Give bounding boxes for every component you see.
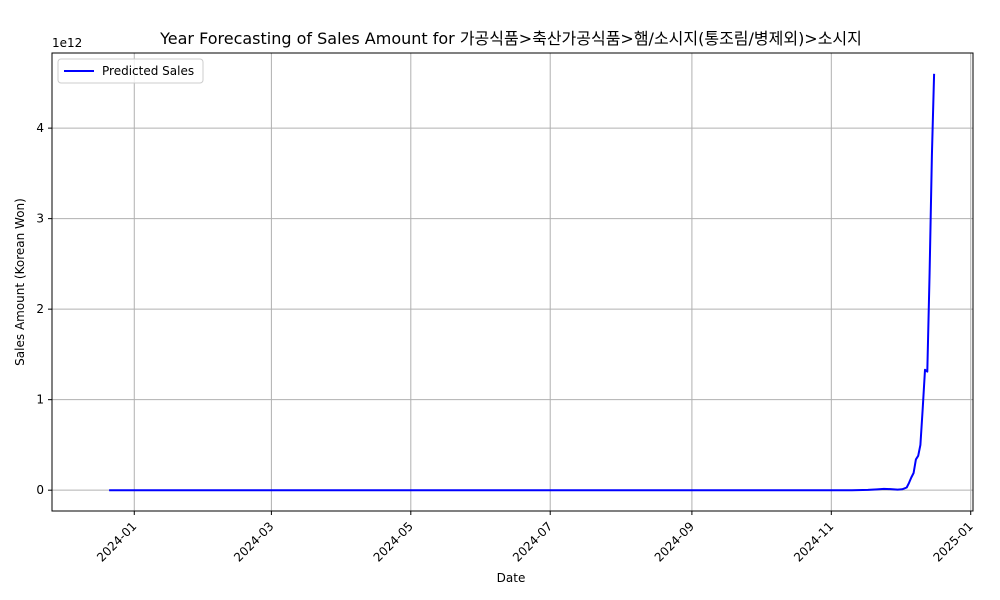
plot-frame — [51, 52, 974, 512]
y-axis: 0 1 2 3 4 — [36, 121, 52, 497]
x-axis: 2024-01 2024-03 2024-05 2024-07 2024-09 2024-… — [94, 511, 976, 565]
y-offset-label: 1e12 — [52, 36, 82, 50]
x-tick-label: 2024-09 — [652, 519, 697, 564]
series-group — [109, 73, 936, 492]
x-tick-label: 2024-07 — [510, 519, 555, 564]
x-tick-label: 2024-03 — [231, 519, 276, 564]
chart-title: Year Forecasting of Sales Amount for 가공식… — [159, 29, 862, 48]
y-tick-label: 3 — [36, 212, 44, 226]
grid — [52, 53, 973, 511]
x-tick-label: 2025-01 — [930, 519, 975, 564]
x-tick-label: 2024-05 — [371, 519, 416, 564]
x-tick-label: 2024-01 — [94, 519, 139, 564]
legend-label: Predicted Sales — [102, 64, 194, 78]
y-axis-label: Sales Amount (Korean Won) — [13, 198, 27, 366]
y-tick-label: 2 — [36, 302, 44, 316]
y-tick-label: 0 — [36, 483, 44, 497]
y-tick-label: 4 — [36, 121, 44, 135]
series-line-predicted-sales — [109, 73, 936, 492]
legend: Predicted Sales — [57, 58, 204, 84]
y-tick-label: 1 — [36, 393, 44, 407]
x-axis-label: Date — [497, 571, 526, 585]
legend-box — [57, 58, 204, 84]
x-tick-label: 2024-11 — [791, 519, 836, 564]
